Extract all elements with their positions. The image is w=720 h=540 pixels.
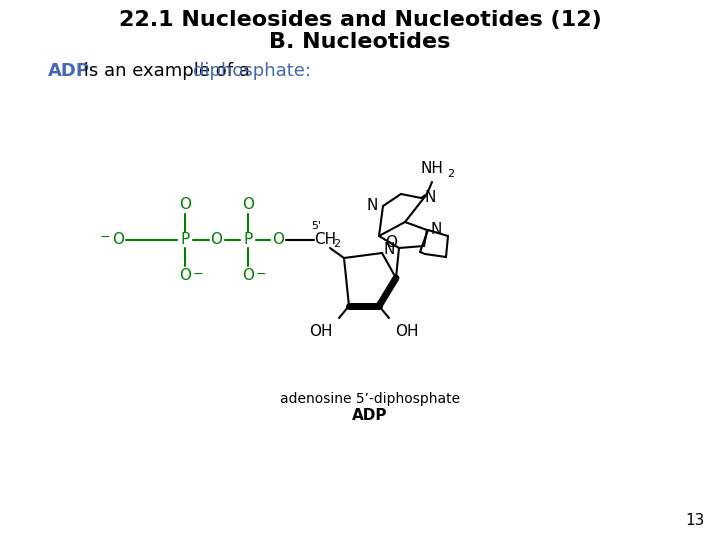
Text: 13: 13 [685,513,705,528]
Text: OH: OH [395,324,418,339]
Text: diphosphate:: diphosphate: [193,62,311,80]
Text: 2: 2 [447,169,454,179]
Text: O: O [272,233,284,247]
Text: N: N [430,222,441,238]
Text: is an example of a: is an example of a [78,62,256,80]
Text: −: − [99,231,110,244]
Text: 5': 5' [311,221,321,231]
Text: O: O [179,197,191,212]
Text: OH: OH [310,324,333,339]
Text: P: P [243,233,253,247]
Text: N: N [384,242,395,258]
Text: O: O [242,197,254,212]
Text: N: N [424,191,436,206]
Text: O: O [210,233,222,247]
Text: O: O [112,233,124,247]
Text: CH: CH [314,233,336,247]
Text: −: − [256,268,266,281]
Text: O: O [242,268,254,283]
Text: B. Nucleotides: B. Nucleotides [269,32,451,52]
Text: ADP: ADP [48,62,90,80]
Text: ADP: ADP [352,408,388,423]
Text: 2: 2 [333,239,340,249]
Text: O: O [385,235,397,250]
Text: 22.1 Nucleosides and Nucleotides (12): 22.1 Nucleosides and Nucleotides (12) [119,10,601,30]
Text: N: N [366,199,378,213]
Text: −: − [193,268,204,281]
Text: O: O [179,268,191,283]
Text: adenosine 5’-diphosphate: adenosine 5’-diphosphate [280,392,460,406]
Text: NH: NH [420,161,444,176]
Text: P: P [181,233,189,247]
